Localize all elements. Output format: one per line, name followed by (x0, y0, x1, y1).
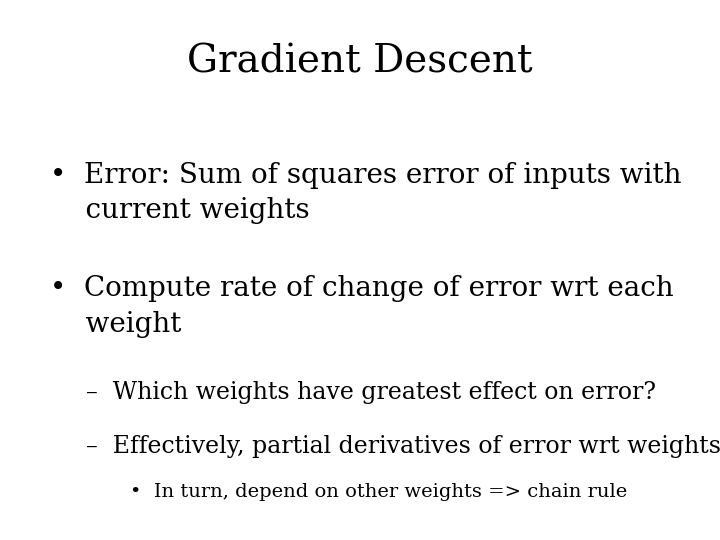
Text: –  Effectively, partial derivatives of error wrt weights: – Effectively, partial derivatives of er… (86, 435, 720, 458)
Text: •  In turn, depend on other weights => chain rule: • In turn, depend on other weights => ch… (130, 483, 627, 501)
Text: •  Error: Sum of squares error of inputs with
    current weights: • Error: Sum of squares error of inputs … (50, 162, 682, 225)
Text: Gradient Descent: Gradient Descent (187, 43, 533, 80)
Text: •  Compute rate of change of error wrt each
    weight: • Compute rate of change of error wrt ea… (50, 275, 674, 338)
Text: –  Which weights have greatest effect on error?: – Which weights have greatest effect on … (86, 381, 657, 404)
